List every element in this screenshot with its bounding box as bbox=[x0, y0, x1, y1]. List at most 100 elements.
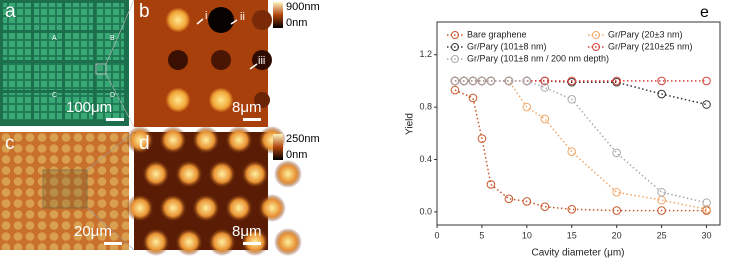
region-label: B bbox=[110, 35, 115, 42]
legend-label: Gr/Pary (20±3 nm) bbox=[608, 29, 682, 39]
arrow bbox=[230, 19, 238, 25]
x-tick-label: 20 bbox=[612, 230, 622, 240]
scale-label: 100μm bbox=[66, 99, 112, 116]
zoom-box bbox=[42, 169, 88, 209]
y-tick-label: 0.8 bbox=[419, 102, 432, 112]
grid-cell bbox=[96, 93, 124, 120]
colorbar bbox=[273, 134, 283, 160]
blob bbox=[126, 126, 154, 154]
blob bbox=[175, 228, 203, 256]
point bbox=[522, 102, 532, 112]
arrow-label: i bbox=[205, 10, 207, 22]
arrow-label: iii bbox=[258, 55, 265, 67]
series-line bbox=[454, 80, 707, 211]
point bbox=[657, 206, 666, 215]
point bbox=[486, 180, 496, 189]
arrow bbox=[196, 18, 204, 25]
x-tick-label: 25 bbox=[657, 230, 667, 240]
legend-label: Gr/Pary (210±25 nm) bbox=[608, 41, 692, 51]
scale-label: 8μm bbox=[232, 223, 261, 240]
point bbox=[567, 204, 577, 214]
point bbox=[477, 134, 487, 143]
panel-label: c bbox=[5, 133, 15, 154]
blob bbox=[142, 228, 170, 256]
blob bbox=[192, 126, 220, 154]
grid-cell bbox=[65, 3, 93, 30]
blob bbox=[274, 160, 302, 188]
region-label: C bbox=[52, 92, 57, 99]
colorbar-min: 0nm bbox=[286, 17, 307, 29]
grid-cell bbox=[3, 63, 31, 90]
blob bbox=[175, 160, 203, 188]
scale-label: 20μm bbox=[74, 223, 112, 240]
grid-cell bbox=[34, 63, 62, 90]
point bbox=[567, 94, 577, 104]
y-tick-label: 1.2 bbox=[419, 49, 432, 59]
zoom-line bbox=[105, 73, 135, 128]
series-line bbox=[454, 80, 707, 204]
legend-label: Gr/Pary (101±8 nm / 200 nm depth) bbox=[467, 53, 609, 63]
arrow-label: ii bbox=[240, 11, 245, 23]
x-tick-label: 15 bbox=[567, 230, 577, 240]
grid-cell bbox=[65, 33, 93, 60]
scale-label: 8μm bbox=[232, 99, 261, 116]
point bbox=[567, 76, 577, 86]
x-tick-label: 0 bbox=[434, 230, 439, 240]
point bbox=[657, 76, 666, 86]
blob bbox=[192, 194, 220, 222]
point bbox=[540, 83, 550, 92]
x-axis-label: Cavity diameter (μm) bbox=[532, 248, 625, 259]
point bbox=[612, 76, 621, 86]
blob bbox=[208, 160, 236, 188]
arrow bbox=[249, 63, 258, 70]
blob bbox=[159, 194, 187, 222]
colorbar bbox=[273, 2, 283, 28]
panel-label: d bbox=[139, 133, 150, 154]
blob bbox=[225, 126, 253, 154]
point bbox=[504, 194, 514, 204]
x-tick-label: 5 bbox=[479, 230, 484, 240]
blob bbox=[258, 194, 286, 222]
scale-bar bbox=[243, 118, 261, 121]
point bbox=[450, 76, 460, 86]
grid-cell bbox=[34, 93, 62, 120]
point bbox=[612, 206, 621, 215]
point bbox=[702, 100, 711, 109]
grid-cell bbox=[65, 63, 93, 90]
colorbar-max: 250nm bbox=[286, 133, 320, 145]
point bbox=[477, 76, 487, 86]
colorbar-min: 0nm bbox=[286, 149, 307, 161]
point bbox=[567, 147, 577, 156]
legend-marker bbox=[592, 43, 600, 51]
point bbox=[468, 93, 478, 103]
blob bbox=[126, 194, 154, 222]
point bbox=[486, 76, 496, 86]
panel-b: i ii iii b 8μm 900nm 0nm bbox=[134, 0, 320, 127]
legend-marker bbox=[451, 55, 459, 63]
zoom-box bbox=[95, 63, 107, 75]
point bbox=[540, 114, 550, 124]
x-tick-label: 10 bbox=[522, 230, 532, 240]
legend-marker bbox=[592, 31, 600, 39]
micrograph bbox=[0, 132, 129, 250]
blob bbox=[208, 228, 236, 256]
y-axis-label: Yield bbox=[405, 113, 416, 135]
legend-label: Gr/Pary (101±8 nm) bbox=[467, 41, 546, 51]
point bbox=[540, 202, 550, 211]
blob bbox=[241, 160, 269, 188]
zoom-line bbox=[86, 207, 135, 251]
grid-cell bbox=[96, 3, 124, 30]
x-tick-label: 30 bbox=[702, 230, 712, 240]
panel-label: a bbox=[5, 1, 16, 22]
point bbox=[459, 76, 469, 86]
point bbox=[450, 85, 460, 95]
point bbox=[612, 148, 621, 158]
point bbox=[702, 204, 711, 214]
grid-cell bbox=[3, 93, 31, 120]
scale-bar bbox=[104, 242, 122, 245]
point bbox=[522, 76, 532, 86]
y-tick-label: 0.0 bbox=[419, 206, 432, 216]
panel-label: b bbox=[139, 1, 150, 22]
panel-label: e bbox=[700, 4, 709, 21]
